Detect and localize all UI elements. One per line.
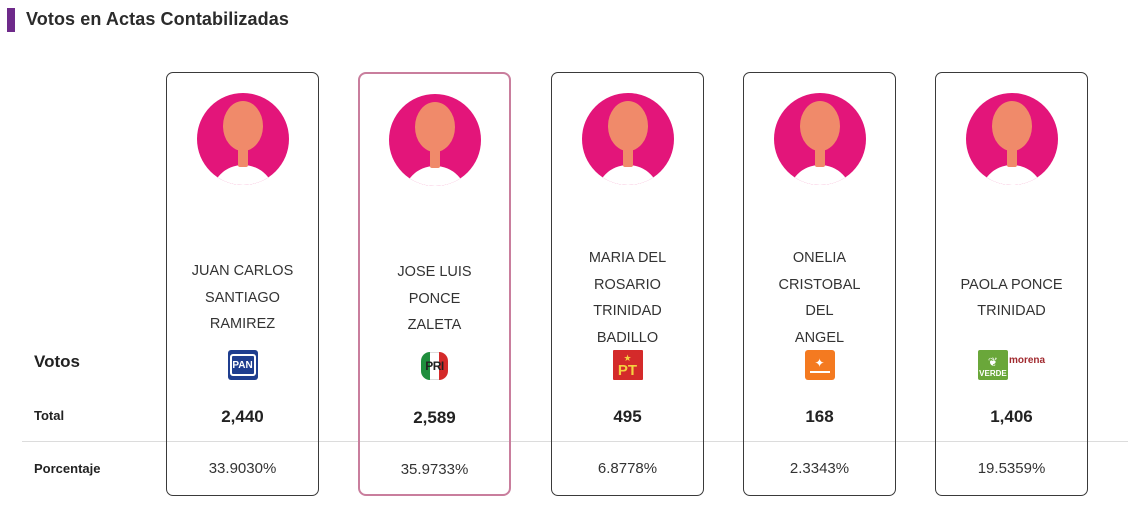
pt-logo: ★ PT <box>612 350 643 380</box>
candidate-card[interactable]: MARIA DEL ROSARIO TRINIDAD BADILLO ★ PT … <box>551 72 704 496</box>
candidate-name: ONELIA CRISTOBAL DEL ANGEL <box>778 250 861 346</box>
candidate-percentage: 35.9733% <box>400 461 469 478</box>
candidate-total-votes: 168 <box>805 407 834 426</box>
candidate-name: JOSE LUIS PONCE ZALETA <box>397 264 472 334</box>
title-accent-bar <box>7 8 15 32</box>
candidate-total-votes: 2,589 <box>413 408 456 427</box>
pri-logo: PRI <box>420 351 450 381</box>
mc-logo: ✦ <box>804 350 835 380</box>
candidate-percentage: 33.9030% <box>208 460 277 477</box>
total-label: Total <box>34 408 65 423</box>
section-title: Votos en Actas Contabilizadas <box>26 9 289 29</box>
candidate-card-selected[interactable]: JOSE LUIS PONCE ZALETA PRI 2,589 35.9733… <box>358 72 511 496</box>
candidate-avatar <box>773 93 866 185</box>
row-divider <box>22 441 1128 442</box>
votos-label: Votos <box>34 352 80 371</box>
candidate-avatar <box>196 93 289 185</box>
candidate-card[interactable]: ONELIA CRISTOBAL DEL ANGEL ✦ 168 2.3343% <box>743 72 896 496</box>
candidate-card[interactable]: JUAN CARLOS SANTIAGO RAMIREZ PAN 2,440 3… <box>166 72 319 496</box>
candidate-avatar <box>965 93 1058 185</box>
candidate-percentage: 19.5359% <box>977 460 1046 477</box>
candidate-avatar <box>581 93 674 185</box>
candidate-name: JUAN CARLOS SANTIAGO RAMIREZ <box>191 263 294 333</box>
candidate-name: PAOLA PONCE TRINIDAD <box>960 276 1063 320</box>
candidate-name: MARIA DEL ROSARIO TRINIDAD BADILLO <box>588 250 667 346</box>
candidate-card[interactable]: PAOLA PONCE TRINIDAD ❦ VERDE morena 1,40… <box>935 72 1088 496</box>
candidate-percentage: 6.8778% <box>597 460 658 477</box>
candidate-total-votes: 2,440 <box>221 407 264 426</box>
star-icon: ★ <box>623 353 632 363</box>
eagle-icon: ✦ <box>814 356 825 370</box>
verde-morena-logo: ❦ VERDE morena <box>977 350 1045 380</box>
candidate-avatar <box>388 94 481 186</box>
pan-logo: PAN <box>227 350 258 380</box>
candidate-percentage: 2.3343% <box>789 460 850 477</box>
candidate-total-votes: 495 <box>613 407 642 426</box>
candidate-total-votes: 1,406 <box>990 407 1033 426</box>
percentage-label: Porcentaje <box>34 461 101 476</box>
leaf-icon: ❦ <box>987 355 998 369</box>
